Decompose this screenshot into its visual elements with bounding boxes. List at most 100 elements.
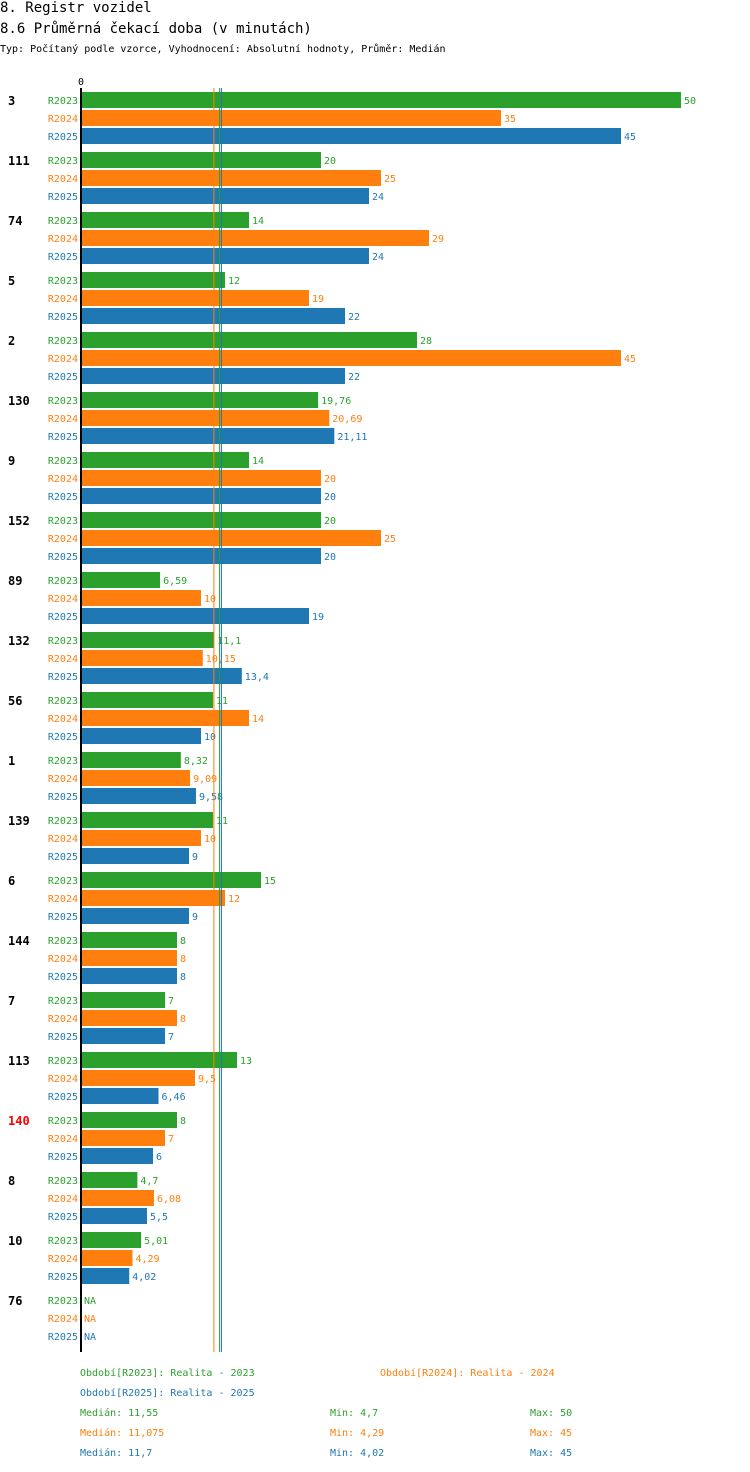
series-label: R2023 <box>48 456 78 467</box>
series-label: R2023 <box>48 216 78 227</box>
bar <box>81 350 621 366</box>
value-label: 25 <box>384 534 396 545</box>
stat-max-r2024: Max: 45 <box>530 1428 572 1439</box>
bar <box>81 812 213 828</box>
value-label: 6,46 <box>162 1092 186 1103</box>
series-label: R2025 <box>48 492 78 503</box>
stat-max-r2025: Max: 45 <box>530 1448 572 1459</box>
category-label: 111 <box>8 154 30 168</box>
series-label: R2025 <box>48 1272 78 1283</box>
value-label: 14 <box>252 714 264 725</box>
value-label: 24 <box>372 252 384 263</box>
value-label: 11,1 <box>217 636 241 647</box>
value-label: 19,76 <box>321 396 351 407</box>
bar <box>81 272 225 288</box>
value-label: 45 <box>624 132 636 143</box>
series-label: R2023 <box>48 516 78 527</box>
category-label: 9 <box>8 454 15 468</box>
value-label: 24 <box>372 192 384 203</box>
bar <box>81 890 225 906</box>
series-label: R2025 <box>48 372 78 383</box>
series-label: R2023 <box>48 816 78 827</box>
bar <box>81 212 249 228</box>
category-label: 3 <box>8 94 15 108</box>
value-label: 9 <box>192 912 198 923</box>
value-label: 20 <box>324 492 336 503</box>
series-label: R2024 <box>48 414 78 425</box>
bar <box>81 728 201 744</box>
category-label: 132 <box>8 634 30 648</box>
bar <box>81 470 321 486</box>
value-label: NA <box>84 1296 96 1307</box>
value-label: 19 <box>312 612 324 623</box>
category-label: 2 <box>8 334 15 348</box>
category-label: 8 <box>8 1174 15 1188</box>
stat-median-r2024: Medián: 11,075 <box>80 1428 164 1439</box>
value-label: 5,5 <box>150 1212 168 1223</box>
series-label: R2025 <box>48 252 78 263</box>
bar <box>81 788 196 804</box>
value-label: 11 <box>216 696 228 707</box>
series-label: R2024 <box>48 474 78 485</box>
bar <box>81 608 309 624</box>
value-label: 22 <box>348 372 360 383</box>
series-label: R2024 <box>48 834 78 845</box>
series-label: R2023 <box>48 576 78 587</box>
series-label: R2025 <box>48 852 78 863</box>
category-label: 89 <box>8 574 22 588</box>
series-label: R2023 <box>48 1296 78 1307</box>
series-label: R2024 <box>48 1014 78 1025</box>
series-label: R2024 <box>48 954 78 965</box>
series-label: R2024 <box>48 234 78 245</box>
value-label: 14 <box>252 216 264 227</box>
bar <box>81 248 369 264</box>
value-label: 7 <box>168 996 174 1007</box>
value-label: 7 <box>168 1032 174 1043</box>
bar <box>81 230 429 246</box>
value-label: 6,59 <box>163 576 187 587</box>
bar <box>81 1130 165 1146</box>
category-label: 139 <box>8 814 30 828</box>
bar <box>81 188 369 204</box>
value-label: 29 <box>432 234 444 245</box>
value-label: 8 <box>180 1116 186 1127</box>
series-label: R2025 <box>48 1032 78 1043</box>
value-label: 19 <box>312 294 324 305</box>
category-label: 152 <box>8 514 30 528</box>
legend-r2025: Období[R2025]: Realita - 2025 <box>80 1388 255 1399</box>
category-label: 140 <box>8 1114 30 1128</box>
bar <box>81 170 381 186</box>
bar <box>81 1172 137 1188</box>
value-label: 20 <box>324 156 336 167</box>
value-label: 20,69 <box>332 414 362 425</box>
legend-r2024: Období[R2024]: Realita - 2024 <box>380 1368 555 1379</box>
category-label: 56 <box>8 694 22 708</box>
bar <box>81 128 621 144</box>
series-label: R2025 <box>48 792 78 803</box>
series-label: R2024 <box>48 294 78 305</box>
stat-min-r2024: Min: 4,29 <box>330 1428 384 1439</box>
bar <box>81 1028 165 1044</box>
value-label: 12 <box>228 276 240 287</box>
bar <box>81 428 334 444</box>
bar <box>81 1112 177 1128</box>
series-label: R2023 <box>48 756 78 767</box>
bar <box>81 1148 153 1164</box>
bar <box>81 1208 147 1224</box>
bar <box>81 830 201 846</box>
series-label: R2025 <box>48 972 78 983</box>
category-label: 6 <box>8 874 15 888</box>
bar <box>81 530 381 546</box>
bar <box>81 332 417 348</box>
bar <box>81 392 318 408</box>
value-label: 21,11 <box>337 432 367 443</box>
series-label: R2023 <box>48 1116 78 1127</box>
series-label: R2023 <box>48 1176 78 1187</box>
series-label: R2023 <box>48 336 78 347</box>
value-label: 20 <box>324 516 336 527</box>
series-label: R2025 <box>48 192 78 203</box>
value-label: 8 <box>180 972 186 983</box>
bar <box>81 908 189 924</box>
bar <box>81 152 321 168</box>
series-label: R2024 <box>48 1074 78 1085</box>
